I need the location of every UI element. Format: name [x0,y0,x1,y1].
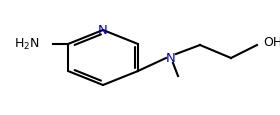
Text: OH: OH [263,35,280,48]
Text: H$_2$N: H$_2$N [15,36,40,51]
Text: N: N [166,52,176,65]
Text: N: N [98,24,108,37]
